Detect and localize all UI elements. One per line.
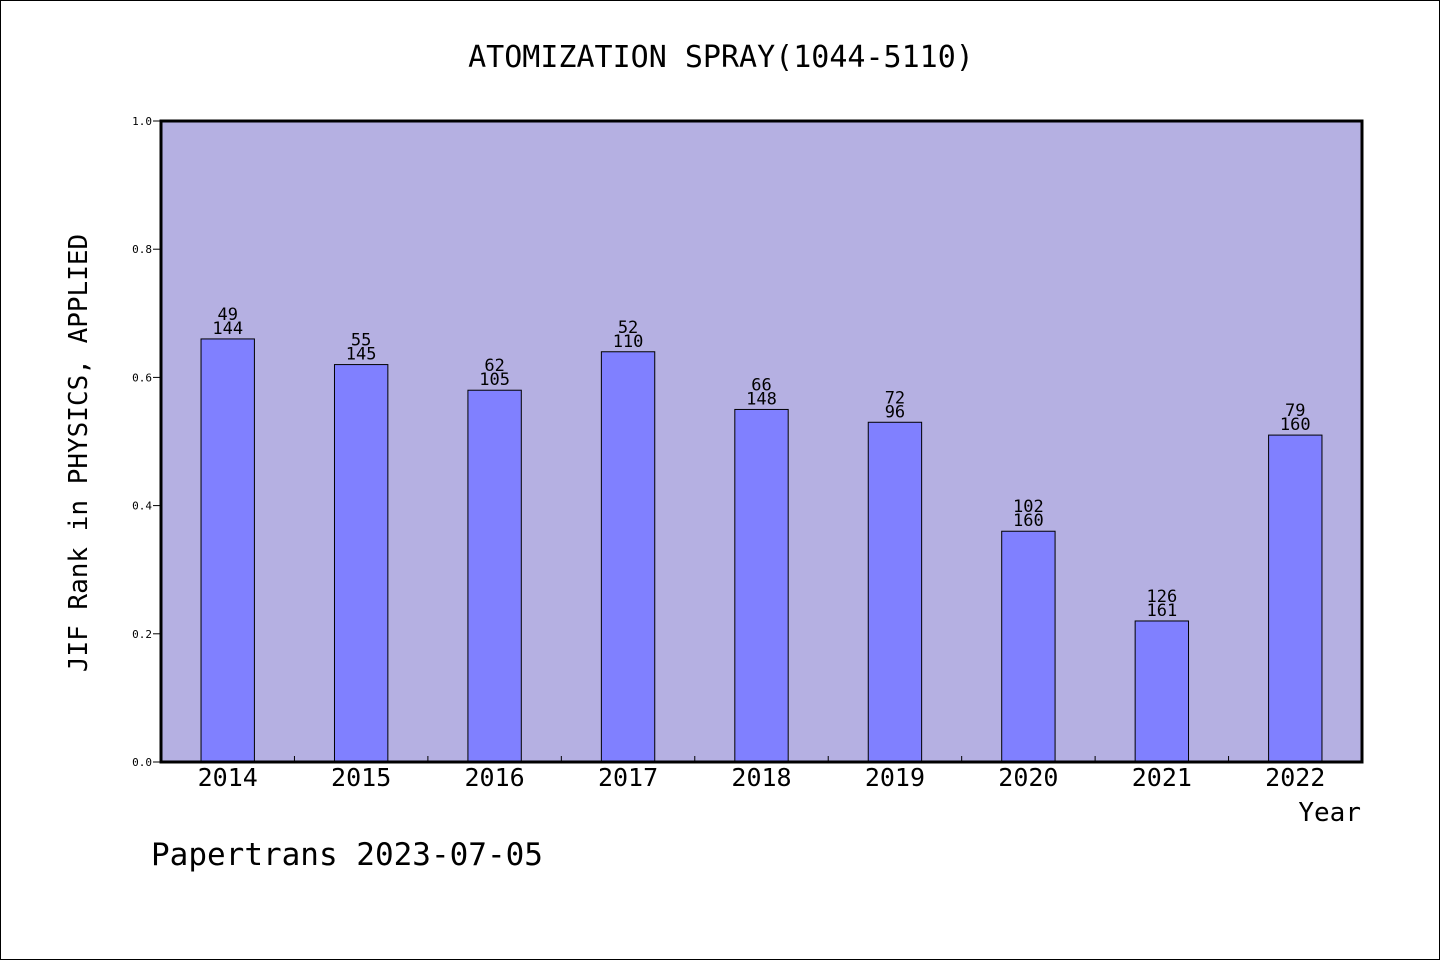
bar-rank-label: 66 [751, 375, 771, 395]
bar-rank-label: 62 [484, 356, 504, 376]
bar-2017 [600, 351, 656, 763]
bar-total-label: 160 [1280, 415, 1311, 435]
bar-rank-label: 55 [351, 331, 371, 351]
y-axis-label: JIF Rank in PHYSICS, APPLIED [64, 234, 94, 672]
bar-total-label: 144 [212, 319, 243, 339]
bar-rank-label: 52 [618, 318, 638, 338]
bar-rank-label: 79 [1285, 401, 1305, 421]
bar-rank-label: 72 [885, 388, 905, 408]
ticks-layer: 2014 2015 2016 2017 2018 2019 2020 2021 2022 0.0 0… [132, 115, 1325, 792]
y-tick-label: 1.0 [132, 115, 152, 128]
bar-2015 [333, 364, 389, 763]
bar-2021 [1134, 620, 1190, 763]
bar-2020 [1001, 530, 1056, 763]
y-tick-label: 0.2 [132, 628, 152, 641]
x-tick-label: 2020 [998, 763, 1058, 792]
x-tick-label: 2016 [465, 763, 525, 792]
y-tick-label: 0.8 [132, 243, 152, 256]
bar-total-label: 148 [746, 389, 777, 409]
y-tick-label: 0.0 [132, 756, 152, 769]
x-tick-label: 2019 [865, 763, 925, 792]
bar-total-label: 96 [885, 402, 905, 422]
chart-title: ATOMIZATION SPRAY(1044-5110) [468, 40, 974, 75]
x-tick-label: 2022 [1265, 763, 1325, 792]
x-tick-label: 2015 [331, 763, 391, 792]
bar-total-label: 161 [1146, 601, 1177, 621]
y-tick-label: 0.6 [132, 371, 152, 384]
bar-2016 [467, 389, 522, 763]
bar-total-label: 160 [1013, 511, 1044, 531]
bar-rank-label: 102 [1013, 497, 1044, 517]
bar-2019 [867, 421, 923, 763]
bar-2022 [1268, 434, 1323, 763]
bar-rank-label: 49 [217, 305, 237, 325]
footer-text: Papertrans 2023-07-05 [151, 837, 543, 873]
plot-border [159, 119, 1364, 764]
x-tick-label: 2014 [198, 763, 258, 792]
x-tick-label: 2017 [598, 763, 658, 792]
x-axis-label: Year [1298, 798, 1361, 828]
bar-total-label: 110 [613, 332, 644, 352]
x-tick-label: 2021 [1132, 763, 1192, 792]
bar-total-label: 145 [346, 345, 377, 365]
bar-2014 [200, 338, 255, 763]
bar-2018 [734, 408, 789, 763]
bar-total-label: 105 [479, 370, 510, 390]
x-tick-label: 2018 [731, 763, 791, 792]
bar-rank-label: 126 [1146, 587, 1177, 607]
y-tick-label: 0.4 [132, 500, 152, 513]
